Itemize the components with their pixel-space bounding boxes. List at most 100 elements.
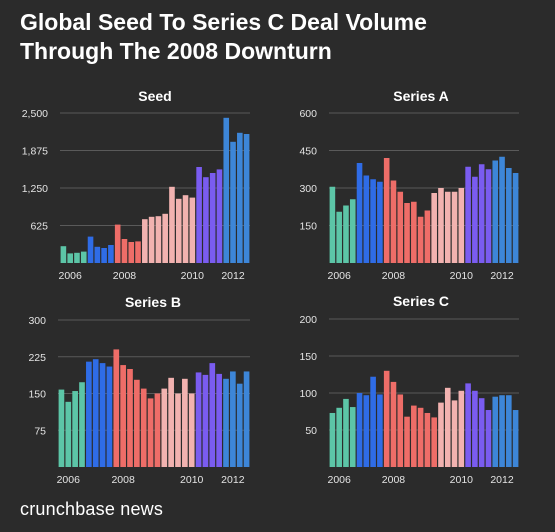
- chart-title: Series B: [125, 294, 181, 310]
- bar: [237, 132, 243, 263]
- bar: [236, 383, 243, 467]
- page-title: Global Seed To Series C Deal Volume Thro…: [20, 8, 540, 66]
- y-tick-label: 150: [28, 389, 46, 401]
- bar: [230, 141, 236, 263]
- bar: [154, 393, 161, 467]
- x-tick-label: 2008: [382, 270, 406, 282]
- bar: [492, 396, 499, 467]
- bar: [147, 398, 154, 467]
- y-tick-label: 1,250: [22, 183, 48, 195]
- bar: [196, 167, 202, 263]
- y-tick-label: 625: [30, 221, 48, 233]
- bar: [499, 156, 505, 263]
- bar: [397, 191, 404, 263]
- bar: [202, 374, 209, 467]
- bar: [438, 402, 444, 467]
- bar: [444, 191, 451, 263]
- bar: [356, 163, 363, 263]
- bar: [223, 117, 230, 263]
- bar: [478, 164, 485, 263]
- y-tick-label: 225: [28, 352, 46, 364]
- bar: [188, 393, 195, 467]
- bar: [209, 363, 216, 467]
- bar: [128, 242, 135, 263]
- bar: [363, 175, 370, 263]
- bar: [155, 216, 162, 263]
- y-tick-label: 600: [299, 108, 317, 120]
- x-tick-label: 2006: [327, 474, 351, 486]
- bar: [377, 394, 383, 467]
- bar: [203, 177, 209, 263]
- y-tick-label: 300: [299, 183, 317, 195]
- bar: [60, 246, 67, 263]
- bar: [94, 246, 101, 263]
- bar: [506, 168, 512, 263]
- bar: [336, 407, 342, 467]
- bar: [349, 199, 356, 263]
- bar: [485, 169, 492, 263]
- bar: [411, 405, 417, 467]
- x-tick-label: 2006: [58, 270, 82, 282]
- bar: [458, 188, 465, 263]
- bar: [161, 388, 168, 467]
- bar: [390, 180, 397, 263]
- bar: [67, 253, 73, 263]
- x-tick-label: 2006: [327, 270, 351, 282]
- x-tick-label: 2012: [221, 474, 245, 486]
- bar: [99, 363, 106, 467]
- chart-title: Seed: [138, 88, 171, 104]
- bar: [506, 395, 512, 467]
- bar: [431, 417, 437, 467]
- bar: [417, 407, 424, 467]
- bar: [363, 395, 370, 467]
- bar: [343, 205, 349, 263]
- x-tick-label: 2010: [180, 474, 204, 486]
- y-tick-label: 200: [299, 314, 317, 326]
- bar: [113, 349, 120, 467]
- bar: [74, 252, 80, 263]
- bar: [79, 382, 85, 467]
- bar: [142, 219, 148, 263]
- x-tick-label: 2008: [382, 474, 406, 486]
- bar: [478, 398, 485, 467]
- x-tick-label: 2012: [490, 270, 514, 282]
- y-tick-label: 100: [299, 388, 317, 400]
- x-tick-label: 2010: [181, 270, 205, 282]
- bar: [168, 377, 174, 467]
- y-tick-label: 1,875: [22, 146, 48, 158]
- bar: [108, 245, 114, 263]
- bar: [438, 188, 444, 263]
- x-tick-label: 2008: [113, 270, 137, 282]
- bar: [390, 381, 397, 467]
- bar: [329, 412, 336, 467]
- bar: [349, 407, 356, 467]
- x-tick-label: 2008: [111, 474, 135, 486]
- bar: [87, 236, 94, 263]
- chart-title: Series C: [393, 293, 449, 309]
- bar: [492, 160, 499, 263]
- bar: [195, 372, 202, 467]
- bar: [397, 394, 404, 467]
- bar: [114, 224, 121, 263]
- bar: [65, 401, 72, 467]
- bar: [424, 210, 431, 263]
- bar: [169, 186, 175, 263]
- bar: [465, 166, 471, 263]
- chart-panel: Series B 75 150 225 300 2006 2008 2010 2012: [28, 294, 250, 486]
- bar: [148, 216, 155, 263]
- bar: [377, 181, 383, 263]
- bar: [411, 201, 417, 263]
- title-line-1: Global Seed To Series C Deal Volume: [20, 9, 427, 35]
- bar: [472, 176, 478, 263]
- x-tick-label: 2012: [221, 270, 245, 282]
- x-tick-label: 2010: [450, 474, 474, 486]
- bar: [127, 369, 133, 467]
- bar: [182, 378, 188, 467]
- bar: [451, 191, 458, 263]
- bar: [92, 359, 99, 467]
- bar: [189, 197, 196, 263]
- bar: [101, 248, 107, 263]
- bar: [424, 412, 431, 467]
- chart-title: Series A: [393, 88, 449, 104]
- bar: [175, 393, 181, 467]
